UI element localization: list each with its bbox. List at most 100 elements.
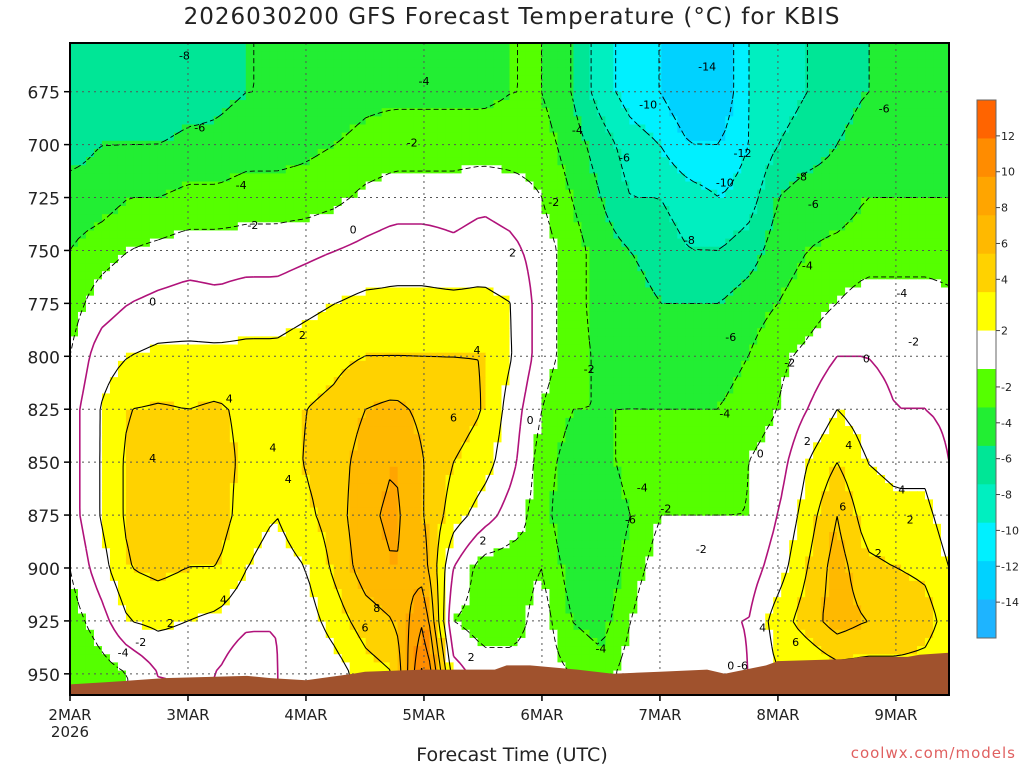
field-cell xyxy=(509,271,519,280)
field-cell xyxy=(133,100,143,109)
field-cell xyxy=(93,279,103,289)
field-cell xyxy=(901,189,910,199)
field-cell xyxy=(165,75,175,85)
field-cell xyxy=(893,230,902,240)
field-cell xyxy=(581,360,591,370)
field-cell xyxy=(461,132,471,142)
field-cell xyxy=(813,214,822,223)
field-cell xyxy=(797,344,806,354)
field-cell xyxy=(821,67,830,77)
field-cell xyxy=(221,352,231,362)
field-cell xyxy=(565,328,575,337)
field-cell xyxy=(581,75,591,85)
field-cell xyxy=(469,393,479,403)
field-cell xyxy=(509,393,519,403)
field-cell xyxy=(493,67,503,77)
field-cell xyxy=(245,206,255,215)
field-cell xyxy=(853,320,862,329)
field-cell xyxy=(133,385,143,395)
field-cell xyxy=(309,279,319,289)
field-cell xyxy=(501,360,511,370)
field-cell xyxy=(285,75,295,85)
field-cell xyxy=(509,263,519,272)
field-cell xyxy=(93,320,103,329)
field-cell xyxy=(157,75,167,85)
field-cell xyxy=(269,409,279,419)
field-cell xyxy=(797,222,806,232)
field-cell xyxy=(573,157,583,166)
field-cell xyxy=(317,336,327,346)
field-cell xyxy=(349,254,359,264)
field-cell xyxy=(541,254,551,264)
field-cell xyxy=(861,287,870,297)
field-cell xyxy=(677,59,686,69)
field-cell xyxy=(477,132,487,142)
field-cell xyxy=(77,352,87,362)
field-cell xyxy=(741,336,750,346)
field-cell xyxy=(621,132,630,142)
field-cell xyxy=(701,100,710,109)
field-cell xyxy=(141,124,151,134)
field-cell xyxy=(621,83,630,93)
field-cell xyxy=(573,206,583,215)
field-cell xyxy=(389,140,399,150)
field-cell xyxy=(245,295,255,305)
field-cell xyxy=(653,181,662,191)
field-cell xyxy=(941,67,949,77)
field-cell xyxy=(445,157,455,166)
field-cell xyxy=(725,75,734,85)
field-cell xyxy=(445,206,455,215)
field-cell xyxy=(605,197,614,207)
field-cell xyxy=(389,43,399,52)
field-cell xyxy=(517,360,527,370)
field-cell xyxy=(685,303,694,313)
field-cell xyxy=(685,116,694,126)
field-cell xyxy=(605,75,614,85)
field-cell xyxy=(517,197,527,207)
field-cell xyxy=(837,369,846,378)
field-cell xyxy=(501,238,511,248)
field-cell xyxy=(717,230,726,240)
field-cell xyxy=(245,100,255,109)
field-cell xyxy=(141,140,151,150)
field-cell xyxy=(597,91,606,101)
field-cell xyxy=(357,328,367,337)
field-cell xyxy=(477,148,487,158)
field-cell xyxy=(933,165,942,174)
field-cell xyxy=(501,303,511,313)
field-cell xyxy=(653,197,662,207)
field-cell xyxy=(133,206,143,215)
field-cell xyxy=(653,116,662,126)
field-cell xyxy=(757,336,766,346)
field-cell xyxy=(853,377,862,386)
field-cell xyxy=(493,230,503,240)
field-cell xyxy=(541,140,551,150)
field-cell xyxy=(293,303,303,313)
field-cell xyxy=(229,271,239,280)
field-cell xyxy=(221,91,231,101)
field-cell xyxy=(389,352,399,362)
field-cell xyxy=(621,254,630,264)
field-cell xyxy=(341,173,351,183)
field-cell xyxy=(741,377,750,386)
field-cell xyxy=(733,254,742,264)
field-cell xyxy=(333,360,343,370)
field-cell xyxy=(661,320,670,329)
field-cell xyxy=(845,369,854,378)
field-cell xyxy=(661,336,670,346)
field-cell xyxy=(485,67,495,77)
field-cell xyxy=(349,124,359,134)
field-cell xyxy=(893,295,902,305)
field-cell xyxy=(861,124,870,134)
field-cell xyxy=(197,271,207,280)
field-cell xyxy=(229,181,239,191)
field-cell xyxy=(341,279,351,289)
field-cell xyxy=(629,108,638,117)
field-cell xyxy=(269,246,279,256)
field-cell xyxy=(549,83,559,93)
field-cell xyxy=(381,328,391,337)
field-cell xyxy=(581,108,591,117)
field-cell xyxy=(277,148,287,158)
field-cell xyxy=(685,377,694,386)
field-cell xyxy=(741,311,750,321)
